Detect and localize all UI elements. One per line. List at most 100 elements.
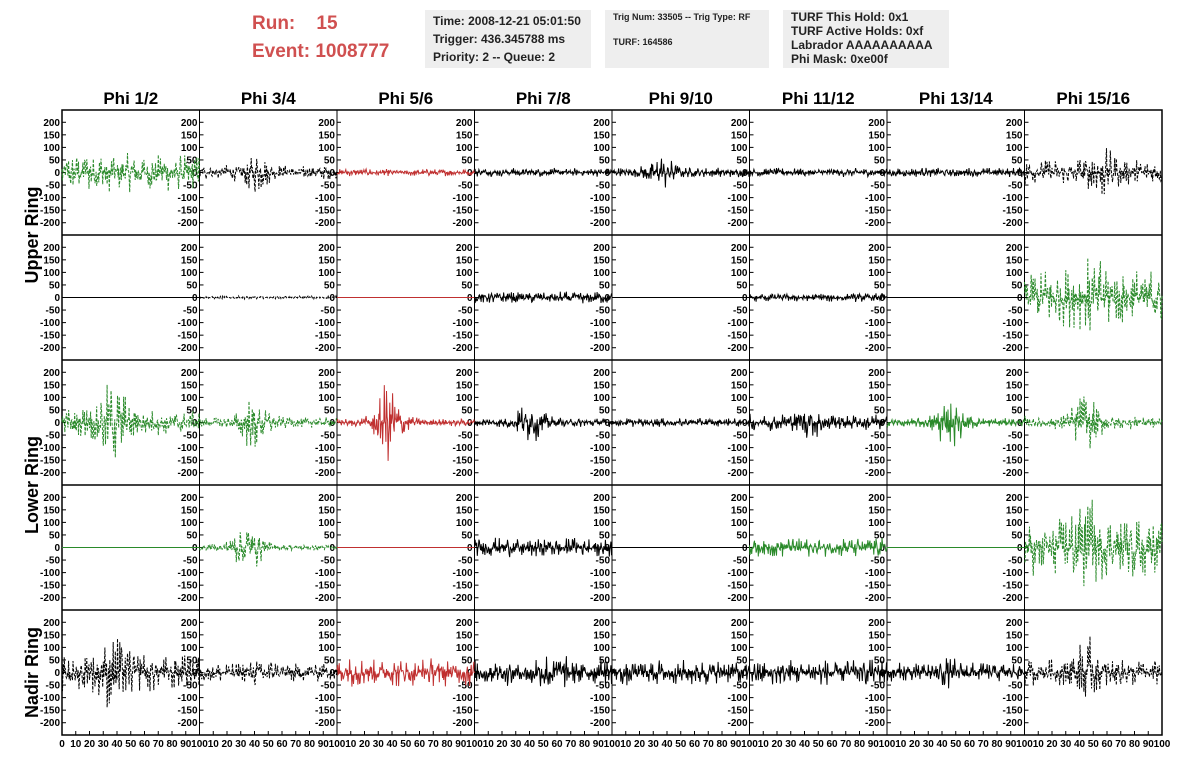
y-tick-label: 150 bbox=[456, 380, 473, 391]
x-tick-label: 90 bbox=[1143, 739, 1155, 750]
y-tick-label: -150 bbox=[727, 706, 747, 717]
x-tick-label: 50 bbox=[125, 739, 137, 750]
y-tick-label: 150 bbox=[1006, 255, 1023, 266]
y-tick-label: -150 bbox=[865, 456, 885, 467]
y-tick-label: -200 bbox=[590, 343, 610, 354]
y-tick-label: 150 bbox=[456, 505, 473, 516]
y-tick-label: 0 bbox=[192, 168, 198, 179]
run-row: Run: 15 bbox=[252, 10, 389, 38]
y-tick-label: 200 bbox=[731, 118, 748, 129]
x-tick-label: 60 bbox=[414, 739, 426, 750]
turf-text: TURF: 164586 bbox=[613, 37, 673, 47]
y-tick-label: 200 bbox=[318, 118, 335, 129]
y-tick-label: -100 bbox=[865, 568, 885, 579]
y-tick-label: 150 bbox=[318, 255, 335, 266]
column-title: Phi 1/2 bbox=[103, 89, 158, 108]
y-tick-label: -50 bbox=[458, 431, 473, 442]
y-tick-label: 200 bbox=[318, 243, 335, 254]
y-tick-label: 100 bbox=[318, 143, 335, 154]
y-tick-label: -50 bbox=[733, 431, 748, 442]
y-tick-label: -100 bbox=[1002, 568, 1022, 579]
y-tick-label: -150 bbox=[40, 456, 60, 467]
y-tick-label: -150 bbox=[315, 581, 335, 592]
y-tick-label: 50 bbox=[736, 155, 748, 166]
y-tick-label: 150 bbox=[593, 130, 610, 141]
y-tick-label: 100 bbox=[593, 143, 610, 154]
y-tick-label: -150 bbox=[452, 581, 472, 592]
y-tick-label: 50 bbox=[736, 655, 748, 666]
waveform-trace bbox=[886, 167, 1025, 178]
y-tick-label: -150 bbox=[1002, 706, 1022, 717]
waveform-trace bbox=[1024, 636, 1163, 697]
y-tick-label: 100 bbox=[181, 393, 198, 404]
y-tick-label: 150 bbox=[456, 255, 473, 266]
time-text: Time: 2008-12-21 05:01:50 bbox=[433, 14, 581, 28]
y-tick-label: -150 bbox=[452, 706, 472, 717]
y-tick-label: 150 bbox=[181, 630, 198, 641]
y-tick-label: -50 bbox=[871, 431, 886, 442]
y-tick-label: 100 bbox=[456, 143, 473, 154]
run-value: 15 bbox=[316, 13, 338, 34]
y-tick-label: 100 bbox=[731, 143, 748, 154]
y-tick-label: -50 bbox=[1008, 431, 1023, 442]
x-tick-label: 50 bbox=[538, 739, 550, 750]
x-tick-label: 10 bbox=[1033, 739, 1045, 750]
y-tick-label: 50 bbox=[874, 280, 886, 291]
x-tick-label: 20 bbox=[771, 739, 783, 750]
y-tick-label: -150 bbox=[590, 331, 610, 342]
y-tick-label: -50 bbox=[596, 681, 611, 692]
y-tick-label: 0 bbox=[467, 543, 473, 554]
y-tick-label: -100 bbox=[40, 443, 60, 454]
y-tick-label: -100 bbox=[452, 318, 472, 329]
y-tick-label: 200 bbox=[1006, 243, 1023, 254]
y-tick-label: 200 bbox=[43, 243, 60, 254]
waveform-trace bbox=[199, 661, 338, 686]
y-tick-label: 100 bbox=[1006, 143, 1023, 154]
y-tick-label: 150 bbox=[731, 130, 748, 141]
y-tick-label: 150 bbox=[181, 130, 198, 141]
y-tick-label: -200 bbox=[590, 718, 610, 729]
y-tick-label: 100 bbox=[181, 268, 198, 279]
y-tick-label: -200 bbox=[40, 343, 60, 354]
x-tick-label: 100 bbox=[604, 739, 621, 750]
y-tick-label: -50 bbox=[458, 181, 473, 192]
y-tick-label: 100 bbox=[731, 643, 748, 654]
waveform-trace bbox=[199, 157, 338, 192]
y-tick-label: 0 bbox=[879, 293, 885, 304]
y-tick-label: 150 bbox=[43, 380, 60, 391]
y-tick-label: -200 bbox=[1002, 218, 1022, 229]
y-tick-label: -50 bbox=[596, 556, 611, 567]
y-tick-label: 50 bbox=[186, 655, 198, 666]
waveform-trace bbox=[336, 167, 475, 177]
y-tick-label: 0 bbox=[467, 668, 473, 679]
x-tick-label: 70 bbox=[703, 739, 715, 750]
turf-active-text: TURF Active Holds: 0xf bbox=[791, 24, 924, 38]
x-tick-label: 70 bbox=[840, 739, 852, 750]
y-tick-label: -150 bbox=[727, 206, 747, 217]
y-tick-label: 150 bbox=[43, 630, 60, 641]
x-tick-label: 100 bbox=[191, 739, 208, 750]
y-tick-label: -150 bbox=[865, 331, 885, 342]
y-tick-label: 200 bbox=[731, 493, 748, 504]
y-tick-label: -200 bbox=[865, 718, 885, 729]
y-tick-label: -100 bbox=[177, 568, 197, 579]
y-tick-label: -200 bbox=[1002, 718, 1022, 729]
y-tick-label: -100 bbox=[452, 443, 472, 454]
x-tick-label: 60 bbox=[964, 739, 976, 750]
y-tick-label: -150 bbox=[315, 456, 335, 467]
y-tick-label: -100 bbox=[177, 193, 197, 204]
y-tick-label: 50 bbox=[324, 530, 336, 541]
y-tick-label: 100 bbox=[868, 393, 885, 404]
y-tick-label: 150 bbox=[318, 130, 335, 141]
y-tick-label: 50 bbox=[874, 530, 886, 541]
x-tick-label: 100 bbox=[329, 739, 346, 750]
y-tick-label: -200 bbox=[1002, 593, 1022, 604]
waveform-trace bbox=[474, 537, 613, 558]
y-tick-label: 200 bbox=[456, 118, 473, 129]
waveform-trace bbox=[611, 417, 750, 428]
waveform-trace bbox=[474, 167, 613, 177]
time-info-box: Time: 2008-12-21 05:01:50 Trigger: 436.3… bbox=[425, 10, 591, 68]
y-tick-label: -150 bbox=[1002, 456, 1022, 467]
y-tick-label: -50 bbox=[321, 181, 336, 192]
